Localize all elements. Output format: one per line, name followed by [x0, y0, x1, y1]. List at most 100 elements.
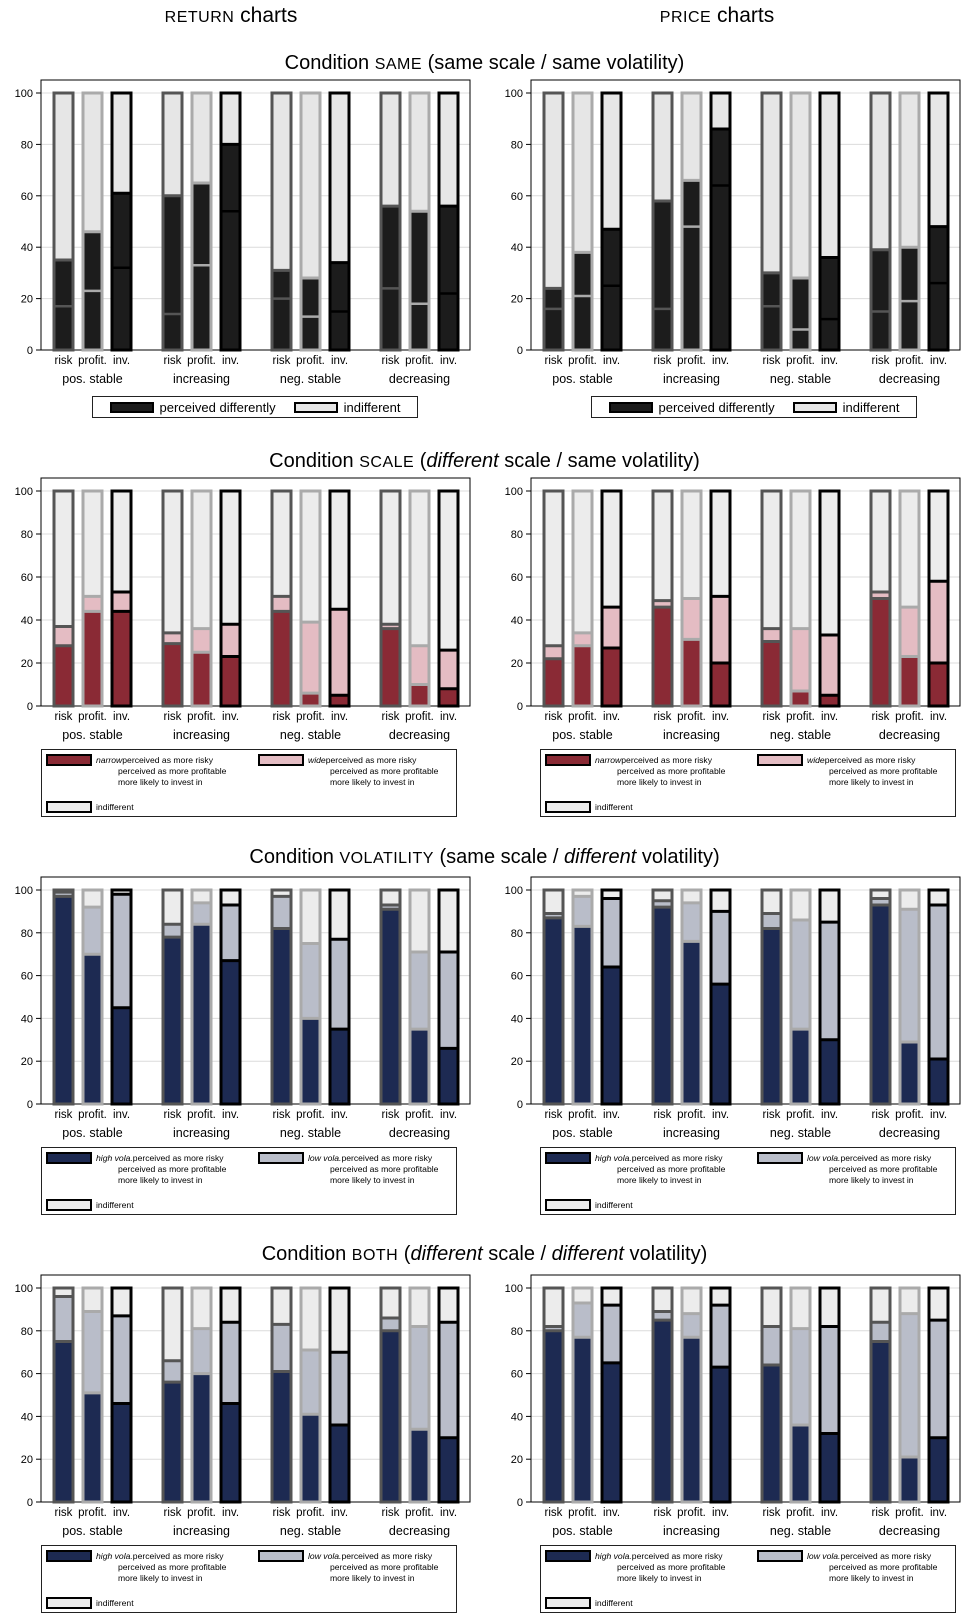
- bar-outline: [898, 489, 921, 708]
- group-label: pos. stable: [62, 728, 123, 742]
- bar-outline: [81, 489, 104, 708]
- bar-label: profit.: [786, 355, 815, 367]
- bar-low-vola: [762, 913, 781, 929]
- bar-perceived-differently: [221, 144, 240, 350]
- bar-low-vola: [163, 1360, 182, 1383]
- panel-same-return-frame: [40, 79, 471, 351]
- bar-outline: [818, 489, 841, 708]
- legend-key: wide: [807, 754, 825, 765]
- legend-line: perceived as more profitable: [118, 766, 227, 776]
- bar-low-vola: [192, 1328, 211, 1374]
- legend-swatch: [258, 1152, 304, 1164]
- group-label: neg. stable: [280, 1524, 341, 1538]
- legend-key: high vola.: [96, 1152, 133, 1163]
- bar-indifferent: [791, 491, 810, 706]
- y-tick-label: 20: [21, 1454, 33, 1466]
- bar-outline: [927, 489, 950, 708]
- bar-indifferent: [900, 491, 919, 706]
- bar-outline: [81, 888, 104, 1106]
- group-label: decreasing: [879, 1524, 940, 1538]
- bar-label: profit.: [895, 1507, 924, 1519]
- group-label: decreasing: [879, 372, 940, 386]
- legend-entry-indifferent: indifferent: [545, 801, 633, 813]
- y-tick-label: 60: [21, 1369, 33, 1381]
- bar-wide: [301, 622, 320, 694]
- bar-wide: [711, 596, 730, 663]
- bar-narrow: [544, 658, 563, 706]
- y-tick-label: 40: [21, 1013, 33, 1025]
- bar-narrow: [762, 641, 781, 706]
- bar-label: profit.: [187, 355, 216, 367]
- bar-indifferent: [929, 1288, 948, 1502]
- legend-entry-b: low vola. perceived as more risky perceiv…: [258, 1550, 438, 1584]
- bar-low-vola: [221, 1322, 240, 1404]
- bar-indifferent: [330, 1288, 349, 1502]
- legend-swatch: [46, 1152, 92, 1164]
- legend-line: perceived as more risky: [631, 1550, 723, 1561]
- bar-high-vola: [439, 1048, 458, 1104]
- bar-label: risk: [545, 711, 563, 723]
- bar-perceived-differently: [682, 180, 701, 350]
- bar-narrow: [929, 663, 948, 706]
- bar-indifferent: [602, 93, 621, 350]
- bar-narrow: [602, 647, 621, 706]
- bar-label: risk: [872, 1109, 890, 1121]
- bar-perceived-differently: [929, 226, 948, 350]
- bar-low-vola: [163, 924, 182, 938]
- group-label: neg. stable: [280, 372, 341, 386]
- bar-low-vola: [682, 902, 701, 942]
- legend-swatch: [545, 1152, 591, 1164]
- bar-low-vola: [410, 952, 429, 1030]
- bar-high-vola: [820, 1433, 839, 1502]
- group-label: pos. stable: [62, 372, 123, 386]
- bar-high-vola: [929, 1059, 948, 1104]
- bar-label: profit.: [677, 1109, 706, 1121]
- legend-entry-b: low vola. perceived as more risky perceiv…: [757, 1550, 937, 1584]
- legend-swatch: [545, 801, 591, 813]
- bar-low-vola: [381, 1317, 400, 1331]
- bar-wide: [929, 581, 948, 663]
- bar-indifferent: [381, 890, 400, 1104]
- legend-scale-return: narrow perceived as more risky perceived …: [41, 749, 457, 817]
- bar-label: risk: [545, 1507, 563, 1519]
- group-label: decreasing: [389, 372, 450, 386]
- legend-item-indifferent: indifferent: [792, 400, 899, 415]
- bar-wide: [54, 626, 73, 646]
- bar-indifferent: [929, 491, 948, 706]
- bar-narrow: [711, 663, 730, 706]
- group-label: pos. stable: [552, 728, 613, 742]
- bar-outline: [219, 489, 242, 708]
- legend-key: high vola.: [595, 1550, 632, 1561]
- bar-outline: [190, 489, 213, 708]
- legend-line: perceived as more risky: [325, 754, 417, 765]
- bar-high-vola: [544, 1330, 563, 1502]
- bar-indifferent: [820, 890, 839, 1104]
- bar-outline: [328, 489, 351, 708]
- bar-low-vola: [900, 1313, 919, 1458]
- bar-label: profit.: [568, 355, 597, 367]
- bar-label: inv.: [821, 1507, 838, 1519]
- group-label: neg. stable: [770, 728, 831, 742]
- y-tick-label: 80: [511, 529, 523, 541]
- bar-high-vola: [791, 1424, 810, 1502]
- y-tick-label: 60: [511, 191, 523, 203]
- bar-label: risk: [273, 355, 291, 367]
- bar-outline: [818, 888, 841, 1106]
- bar-label: profit.: [78, 711, 107, 723]
- legend-both-price: high vola. perceived as more risky percei…: [540, 1545, 956, 1613]
- bar-outline: [680, 91, 703, 352]
- bar-label: inv.: [113, 1109, 130, 1121]
- y-tick-label: 20: [21, 294, 33, 306]
- bar-outline: [869, 91, 892, 352]
- bar-high-vola: [711, 984, 730, 1104]
- bar-outline: [600, 1286, 623, 1504]
- bar-high-vola: [573, 926, 592, 1104]
- bar-indifferent: [762, 1288, 781, 1502]
- bar-low-vola: [330, 939, 349, 1030]
- legend-item-indifferent: indifferent: [293, 400, 400, 415]
- bar-outline: [190, 1286, 213, 1504]
- y-tick-label: 0: [27, 1497, 33, 1509]
- bar-outline: [651, 489, 674, 708]
- bar-outline: [789, 1286, 812, 1504]
- bar-perceived-differently: [602, 229, 621, 350]
